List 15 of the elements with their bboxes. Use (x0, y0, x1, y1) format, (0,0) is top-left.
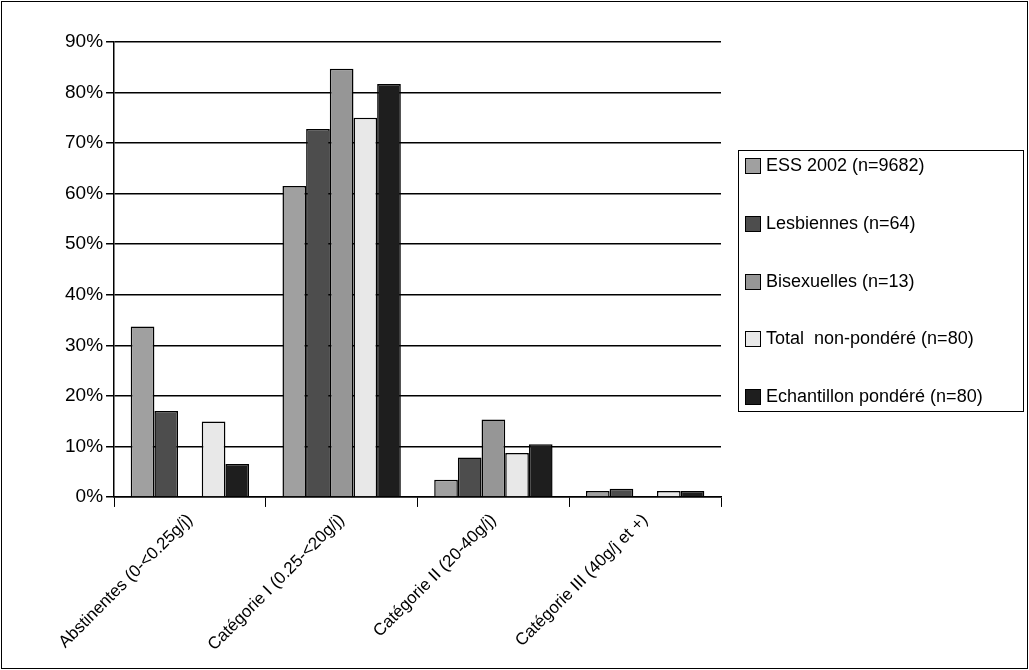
y-tick-label: 30% (65, 333, 104, 355)
y-tick-label: 0% (75, 485, 104, 507)
legend-label: Bisexuelles (n=13) (766, 270, 915, 292)
legend-label: Lesbiennes (n=64) (766, 212, 916, 234)
y-tick-label: 50% (65, 232, 104, 254)
y-tick-label: 60% (65, 181, 104, 203)
legend-label: ESS 2002 (n=9682) (766, 155, 925, 176)
y-tick-label: 40% (65, 282, 104, 304)
y-tick-label: 10% (65, 434, 104, 456)
y-tick-label: 20% (65, 384, 104, 406)
y-tick-label: 70% (65, 131, 104, 153)
y-tick-label: 90% (65, 30, 104, 52)
legend-label: Echantillon pondéré (n=80) (766, 386, 983, 407)
y-tick-label: 80% (65, 80, 104, 102)
legend-label: Total non-pondéré (n=80) (766, 328, 974, 350)
